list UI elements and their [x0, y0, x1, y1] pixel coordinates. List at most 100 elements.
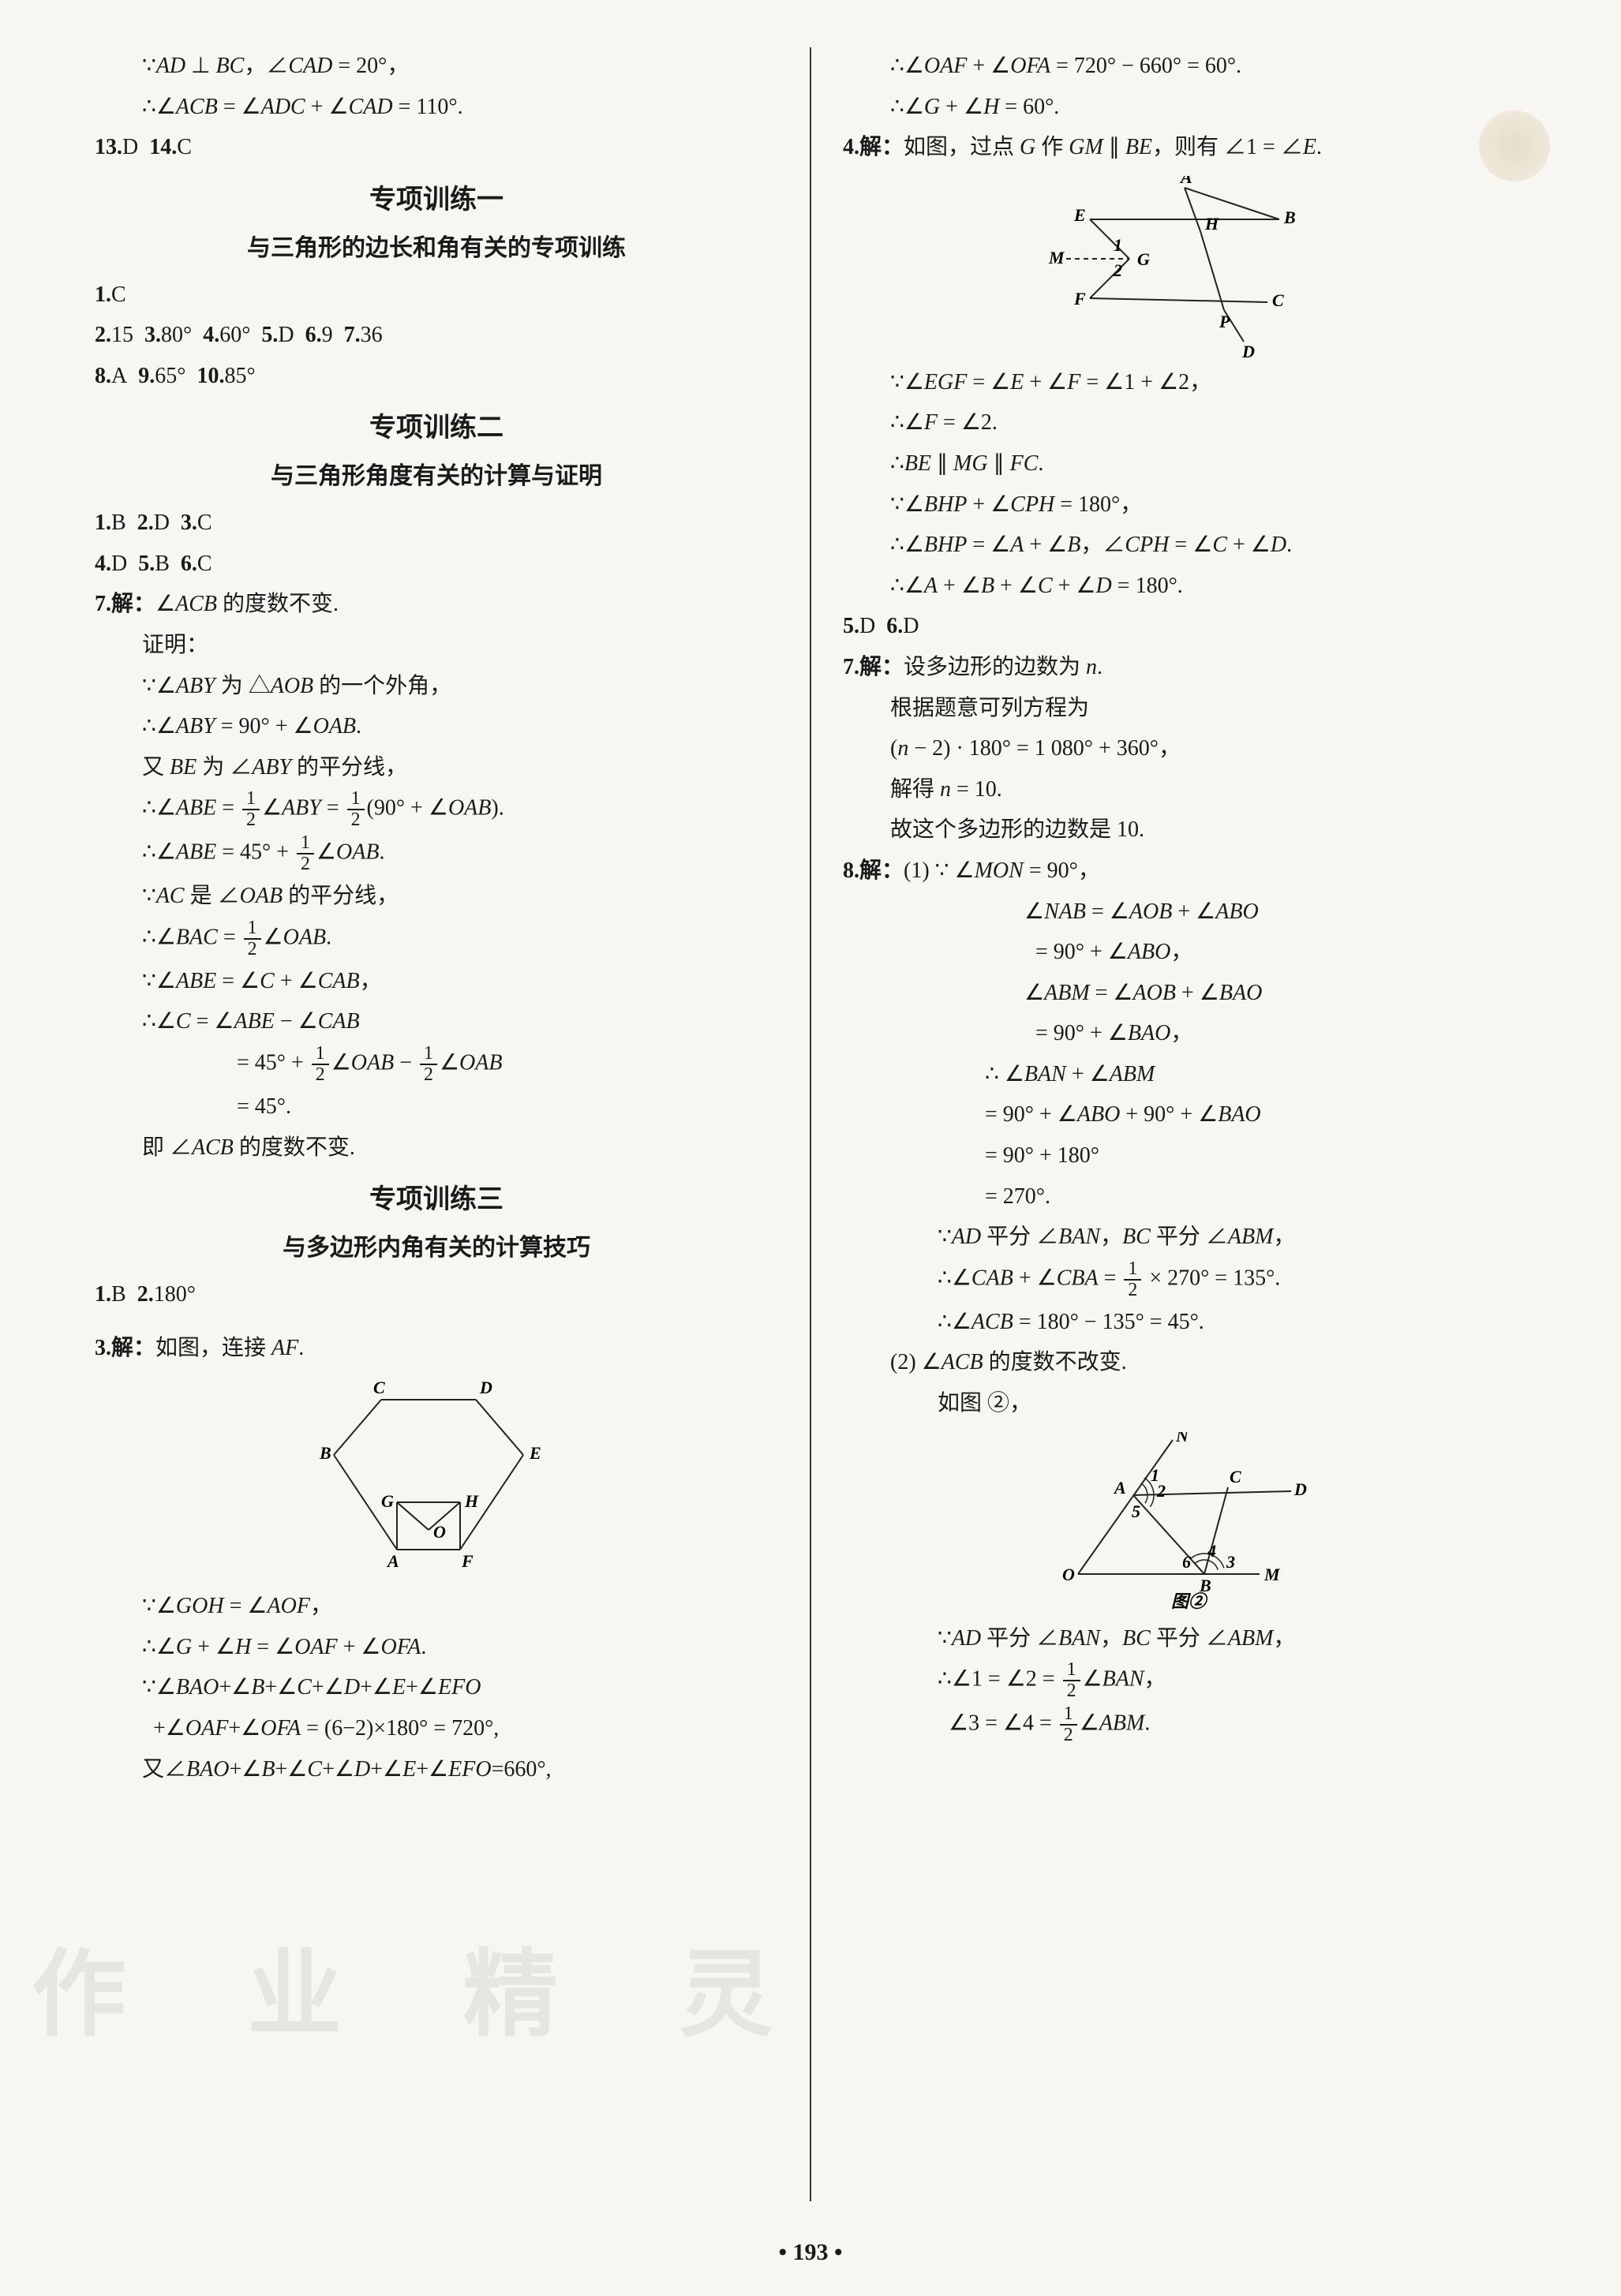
text-line: ∴∠G + ∠H = 60°. [843, 88, 1526, 126]
svg-text:G: G [381, 1491, 394, 1511]
part2-sub: 如图 ②， [843, 1385, 1526, 1423]
svg-text:图②: 图② [1171, 1591, 1208, 1611]
svg-text:E: E [1073, 205, 1086, 225]
solution-head: 7.解：设多边形的边数为 n. [843, 649, 1526, 686]
proof-line: 故这个多边形的边数是 10. [843, 811, 1526, 849]
svg-text:P: P [1219, 312, 1230, 331]
svg-text:A: A [1179, 176, 1192, 187]
proof-line: ∴∠ABY = 90° + ∠OAB. [95, 708, 778, 746]
section-heading: 专项训练三 [95, 1177, 778, 1223]
svg-text:2: 2 [1156, 1481, 1166, 1501]
text-line: ∵AD ⊥ BC，∠CAD = 20°， [95, 47, 778, 85]
svg-text:A: A [386, 1551, 399, 1571]
proof-line: 又∠BAO+∠B+∠C+∠D+∠E+∠EFO=660°, [95, 1751, 778, 1789]
svg-text:C: C [1272, 290, 1284, 310]
svg-text:O: O [1062, 1565, 1075, 1584]
solution-head: 8.解：(1) ∵ ∠MON = 90°， [843, 852, 1526, 890]
proof-line: ∴∠BHP = ∠A + ∠B，∠CPH = ∠C + ∠D. [843, 526, 1526, 564]
proof-line: = 90° + ∠BAO， [843, 1015, 1526, 1053]
proof-line: = 90° + ∠ABO， [843, 933, 1526, 971]
proof-line: ∴∠ABE = 45° + 12∠OAB. [95, 833, 778, 874]
svg-text:C: C [373, 1378, 385, 1397]
text-line: ∴∠ACB = ∠ADC + ∠CAD = 110°. [95, 88, 778, 126]
proof-line: = 90° + 180° [843, 1137, 1526, 1175]
answer-line: 8.A 9.65° 10.85° [95, 357, 778, 395]
proof-line: ∴∠C = ∠ABE − ∠CAB [95, 1003, 778, 1041]
svg-text:F: F [1073, 289, 1086, 309]
hexagon-diagram: BCDEAFGHO [302, 1376, 571, 1581]
svg-text:B: B [1283, 208, 1296, 227]
svg-text:M: M [1048, 248, 1065, 267]
proof-line: ∠NAB = ∠AOB + ∠ABO [843, 893, 1526, 931]
proof-line: +∠OAF+∠OFA = (6−2)×180° = 720°, [95, 1710, 778, 1748]
svg-text:F: F [461, 1551, 474, 1571]
solution-head: 7.解：∠ACB 的度数不变. [95, 585, 778, 623]
left-column: ∵AD ⊥ BC，∠CAD = 20°， ∴∠ACB = ∠ADC + ∠CAD… [95, 47, 778, 2201]
proof-line: ∴∠F = ∠2. [843, 404, 1526, 442]
watermark: 作 业 精 灵 [32, 1914, 821, 2075]
svg-text:4: 4 [1207, 1541, 1216, 1561]
svg-text:M: M [1263, 1565, 1281, 1584]
section-heading: 专项训练二 [95, 406, 778, 451]
eq-line: = 45°. [95, 1088, 778, 1126]
section-subheading: 与三角形角度有关的计算与证明 [95, 456, 778, 496]
proof-line: (n − 2) · 180° = 1 080° + 360°， [843, 730, 1526, 768]
part2-head: (2) ∠ACB 的度数不改变. [843, 1344, 1526, 1382]
section-subheading: 与三角形的边长和角有关的专项训练 [95, 228, 778, 268]
answer-line: 1.B 2.D 3.C [95, 504, 778, 542]
svg-text:N: N [1175, 1432, 1189, 1445]
proof-line: ∴∠ACB = 180° − 135° = 45°. [843, 1303, 1526, 1341]
svg-text:D: D [1241, 342, 1255, 357]
answer-line: 4.D 5.B 6.C [95, 545, 778, 583]
proof-line: ∵AD 平分 ∠BAN，BC 平分 ∠ABM， [843, 1218, 1526, 1256]
right-column: ∴∠OAF + ∠OFA = 720° − 660° = 60°. ∴∠G + … [843, 47, 1526, 2201]
proof-line: 解得 n = 10. [843, 771, 1526, 809]
text-line: ∴∠OAF + ∠OFA = 720° − 660° = 60°. [843, 47, 1526, 85]
solution-head: 4.解：如图，过点 G 作 GM ∥ BE，则有 ∠1 = ∠E. [843, 129, 1526, 166]
proof-line: ∵∠BAO+∠B+∠C+∠D+∠E+∠EFO [95, 1669, 778, 1707]
answer-line: 1.C [95, 276, 778, 314]
proof-line: ∴∠CAB + ∠CBA = 12 × 270° = 135°. [843, 1259, 1526, 1300]
solution-head: 3.解：如图，连接 AF. [95, 1329, 778, 1367]
section-subheading: 与多边形内角有关的计算技巧 [95, 1228, 778, 1268]
proof-line: ∴∠ABE = 12∠ABY = 12(90° + ∠OAB). [95, 789, 778, 830]
proof-line: ∵∠BHP + ∠CPH = 180°， [843, 486, 1526, 524]
svg-text:H: H [464, 1491, 479, 1511]
proof-line: ∵∠EGF = ∠E + ∠F = ∠1 + ∠2， [843, 364, 1526, 402]
parallel-lines-diagram: AEBMGFCPDH12 [1043, 176, 1327, 357]
svg-text:2: 2 [1113, 260, 1122, 280]
svg-text:A: A [1113, 1478, 1126, 1498]
svg-text:1: 1 [1114, 235, 1122, 255]
proof-line: ∴∠1 = ∠2 = 12∠BAN， [843, 1660, 1526, 1701]
svg-text:D: D [1293, 1479, 1307, 1499]
proof-line: ∠ABM = ∠AOB + ∠BAO [843, 974, 1526, 1012]
svg-text:C: C [1230, 1467, 1241, 1486]
svg-text:O: O [433, 1522, 446, 1542]
answer-line: 5.D 6.D [843, 608, 1526, 645]
answer-line: 13.D 14.C [95, 129, 778, 166]
svg-text:5: 5 [1132, 1501, 1140, 1521]
proof-line: ∠3 = ∠4 = 12∠ABM. [843, 1704, 1526, 1745]
conclusion-line: 即 ∠ACB 的度数不变. [95, 1129, 778, 1167]
svg-text:B: B [319, 1443, 331, 1463]
svg-text:6: 6 [1182, 1552, 1191, 1572]
proof-line: ∵∠ABE = ∠C + ∠CAB， [95, 963, 778, 1000]
eq-line: = 45° + 12∠OAB − 12∠OAB [95, 1044, 778, 1085]
svg-text:3: 3 [1226, 1552, 1235, 1572]
column-divider [810, 47, 811, 2201]
answer-line: 2.15 3.80° 4.60° 5.D 6.9 7.36 [95, 316, 778, 354]
proof-line: ∴∠G + ∠H = ∠OAF + ∠OFA. [95, 1629, 778, 1666]
proof-line: ∴ ∠BAN + ∠ABM [843, 1056, 1526, 1094]
proof-line: 根据题意可列方程为 [843, 690, 1526, 727]
proof-line: = 90° + ∠ABO + 90° + ∠BAO [843, 1096, 1526, 1134]
proof-line: ∴BE ∥ MG ∥ FC. [843, 445, 1526, 483]
svg-text:E: E [529, 1443, 541, 1463]
proof-line: ∵AD 平分 ∠BAN，BC 平分 ∠ABM， [843, 1620, 1526, 1658]
proof-line: 又 BE 为 ∠ABY 的平分线， [95, 749, 778, 787]
proof-line: ∴∠BAC = 12∠OAB. [95, 918, 778, 959]
angle-diagram-2: ONABMCD125346图② [1054, 1432, 1315, 1614]
page-number: 193 [0, 2232, 1621, 2272]
proof-line: ∵∠ABY 为 △AOB 的一个外角， [95, 667, 778, 705]
answer-line: 1.B 2.180° [95, 1276, 778, 1314]
proof-line: = 270°. [843, 1178, 1526, 1216]
